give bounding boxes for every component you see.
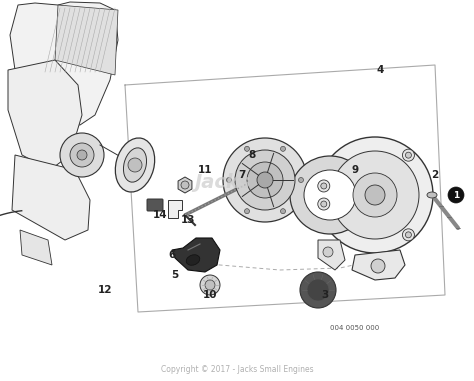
- Polygon shape: [8, 60, 82, 170]
- FancyBboxPatch shape: [147, 199, 163, 211]
- Circle shape: [245, 209, 249, 214]
- Circle shape: [307, 279, 329, 301]
- Circle shape: [128, 158, 142, 172]
- Text: 4: 4: [376, 65, 383, 75]
- Circle shape: [223, 138, 307, 222]
- Circle shape: [60, 133, 104, 177]
- Circle shape: [371, 259, 385, 273]
- Text: 8: 8: [248, 150, 255, 160]
- Circle shape: [318, 198, 330, 210]
- Polygon shape: [352, 250, 405, 280]
- Circle shape: [281, 209, 285, 214]
- Circle shape: [405, 232, 411, 238]
- Text: 1: 1: [453, 190, 459, 200]
- Circle shape: [257, 172, 273, 188]
- Circle shape: [323, 247, 333, 257]
- Circle shape: [247, 162, 283, 198]
- Circle shape: [405, 152, 411, 158]
- Text: 2: 2: [431, 170, 438, 180]
- Circle shape: [318, 180, 330, 192]
- Circle shape: [317, 137, 433, 253]
- Circle shape: [402, 229, 414, 241]
- Text: 14: 14: [153, 210, 167, 220]
- Circle shape: [245, 146, 249, 151]
- Text: 9: 9: [351, 165, 358, 175]
- Circle shape: [77, 150, 87, 160]
- Text: 3: 3: [321, 290, 328, 300]
- Polygon shape: [12, 155, 90, 240]
- Polygon shape: [10, 2, 118, 125]
- Circle shape: [321, 183, 327, 189]
- Text: 7: 7: [238, 170, 246, 180]
- Text: 11: 11: [198, 165, 212, 175]
- Circle shape: [448, 187, 464, 203]
- Text: 10: 10: [203, 290, 217, 300]
- Circle shape: [331, 151, 419, 239]
- Circle shape: [70, 143, 94, 167]
- Ellipse shape: [123, 148, 146, 182]
- Polygon shape: [20, 230, 52, 265]
- Circle shape: [205, 280, 215, 290]
- Text: Jacks: Jacks: [194, 173, 251, 192]
- Circle shape: [299, 178, 303, 182]
- Text: 13: 13: [181, 215, 195, 225]
- Circle shape: [181, 181, 189, 189]
- Ellipse shape: [427, 192, 437, 198]
- Polygon shape: [318, 240, 345, 270]
- Text: 004 0050 000: 004 0050 000: [330, 325, 380, 331]
- Circle shape: [353, 173, 397, 217]
- Text: 6: 6: [168, 250, 176, 260]
- Circle shape: [235, 150, 295, 210]
- Circle shape: [321, 201, 327, 207]
- Circle shape: [227, 178, 231, 182]
- Circle shape: [402, 149, 414, 161]
- Text: Copyright © 2017 - Jacks Small Engines: Copyright © 2017 - Jacks Small Engines: [161, 365, 313, 373]
- Circle shape: [300, 272, 336, 308]
- Ellipse shape: [304, 170, 356, 220]
- Ellipse shape: [290, 156, 370, 234]
- Ellipse shape: [115, 138, 155, 192]
- Circle shape: [200, 275, 220, 295]
- Text: 5: 5: [172, 270, 179, 280]
- Ellipse shape: [186, 255, 200, 265]
- Polygon shape: [168, 200, 182, 218]
- Circle shape: [281, 146, 285, 151]
- Circle shape: [365, 185, 385, 205]
- Text: 12: 12: [98, 285, 112, 295]
- Polygon shape: [172, 238, 220, 272]
- Polygon shape: [178, 177, 192, 193]
- Polygon shape: [55, 5, 118, 75]
